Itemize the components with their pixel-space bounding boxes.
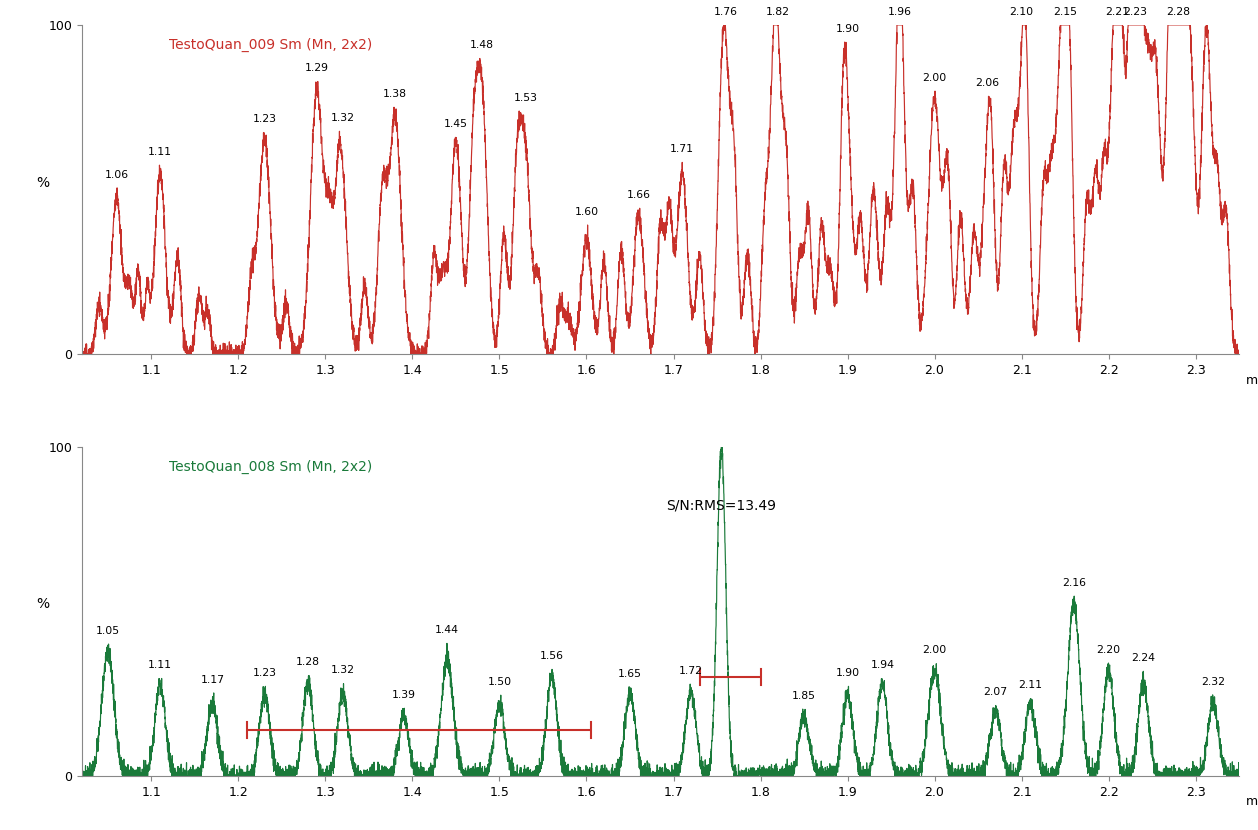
Y-axis label: %: % xyxy=(36,598,49,612)
Text: 2.24: 2.24 xyxy=(1131,653,1155,663)
Text: 1.50: 1.50 xyxy=(487,677,512,687)
Text: 2.28: 2.28 xyxy=(1166,7,1190,17)
Text: 2.16: 2.16 xyxy=(1062,578,1086,588)
Text: 1.23: 1.23 xyxy=(253,668,277,678)
Text: 1.17: 1.17 xyxy=(200,675,224,685)
Text: 1.45: 1.45 xyxy=(444,119,468,129)
Text: 2.23: 2.23 xyxy=(1122,7,1147,17)
Text: 1.76: 1.76 xyxy=(713,7,737,17)
Text: 1.39: 1.39 xyxy=(391,690,415,700)
Text: S/N:RMS=13.49: S/N:RMS=13.49 xyxy=(667,499,776,512)
Text: 1.11: 1.11 xyxy=(148,660,172,670)
Text: 1.56: 1.56 xyxy=(540,652,564,662)
Text: 1.38: 1.38 xyxy=(382,89,408,99)
Y-axis label: %: % xyxy=(36,176,49,189)
Text: 1.94: 1.94 xyxy=(871,661,894,671)
Text: 1.28: 1.28 xyxy=(296,657,320,667)
Text: 1.06: 1.06 xyxy=(104,169,128,179)
Text: 1.32: 1.32 xyxy=(331,666,355,676)
Text: 2.32: 2.32 xyxy=(1201,676,1225,686)
Text: 1.82: 1.82 xyxy=(766,7,790,17)
Text: 1.72: 1.72 xyxy=(679,666,703,676)
Text: 1.65: 1.65 xyxy=(618,668,642,678)
Text: 1.11: 1.11 xyxy=(148,147,172,157)
Text: 1.05: 1.05 xyxy=(96,626,120,636)
Text: min: min xyxy=(1247,374,1258,387)
Text: 2.21: 2.21 xyxy=(1106,7,1130,17)
Text: 1.53: 1.53 xyxy=(513,93,537,103)
Text: 2.20: 2.20 xyxy=(1097,645,1121,655)
Text: 1.48: 1.48 xyxy=(470,40,494,51)
Text: 1.96: 1.96 xyxy=(888,7,912,17)
Text: 2.07: 2.07 xyxy=(984,687,1008,697)
Text: 2.06: 2.06 xyxy=(975,78,999,88)
Text: 1.23: 1.23 xyxy=(253,115,277,124)
Text: 2.15: 2.15 xyxy=(1053,7,1077,17)
Text: TestoQuan_008 Sm (Mn, 2x2): TestoQuan_008 Sm (Mn, 2x2) xyxy=(169,460,372,474)
Text: min: min xyxy=(1247,795,1258,808)
Text: 2.00: 2.00 xyxy=(922,73,947,83)
Text: 1.90: 1.90 xyxy=(835,24,859,34)
Text: 1.44: 1.44 xyxy=(435,625,459,635)
Text: 1.60: 1.60 xyxy=(575,207,599,217)
Text: 2.10: 2.10 xyxy=(1009,7,1034,17)
Text: 1.71: 1.71 xyxy=(671,144,694,154)
Text: 2.00: 2.00 xyxy=(922,646,947,656)
Text: 1.66: 1.66 xyxy=(626,190,650,200)
Text: 1.90: 1.90 xyxy=(835,668,859,678)
Text: 1.32: 1.32 xyxy=(331,113,355,123)
Text: 1.29: 1.29 xyxy=(304,63,328,73)
Text: TestoQuan_009 Sm (Mn, 2x2): TestoQuan_009 Sm (Mn, 2x2) xyxy=(169,38,372,52)
Text: 2.11: 2.11 xyxy=(1018,681,1043,691)
Text: 1.85: 1.85 xyxy=(793,691,816,701)
